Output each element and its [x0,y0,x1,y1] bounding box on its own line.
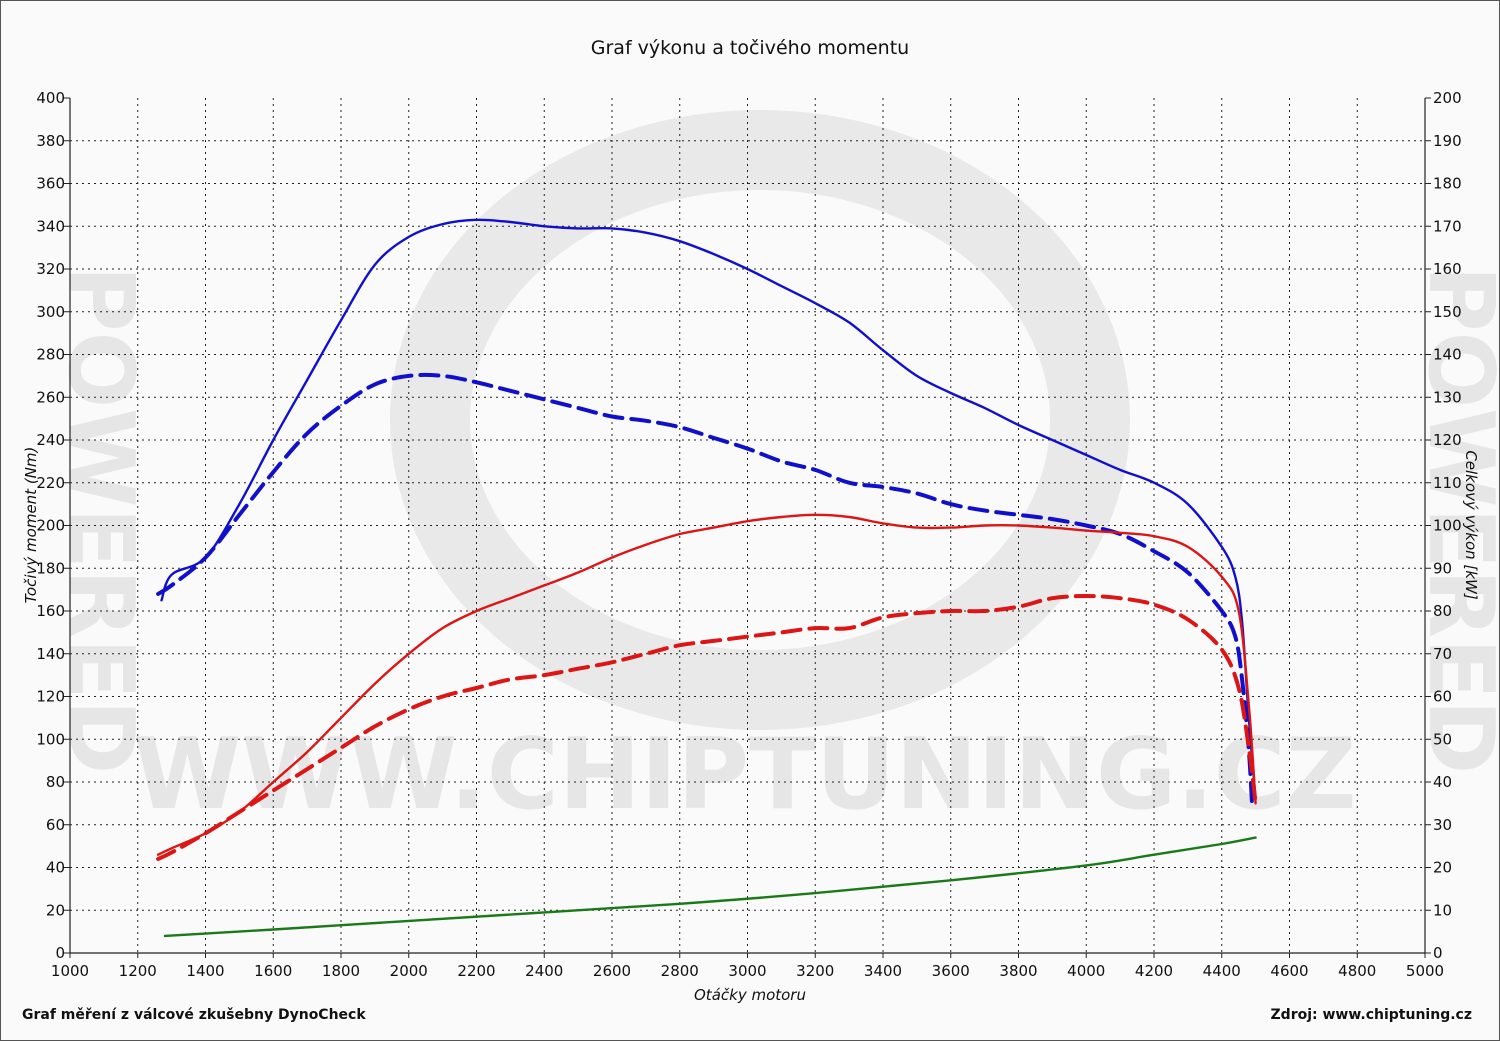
grid [70,98,1425,953]
y-tick-label-right: 70 [1433,645,1452,663]
series-group [156,218,1258,938]
y-tick-label-right: 130 [1433,388,1462,406]
x-tick-label: 1000 [51,962,89,980]
series-line-5 [163,836,1257,938]
y-tick-label-right: 170 [1433,217,1462,235]
y-tick-label-right: 90 [1433,559,1452,577]
x-tick-label: 4000 [1067,962,1105,980]
y-tick-label-right: 80 [1433,602,1452,620]
y-tick-label-right: 50 [1433,730,1452,748]
x-tick-label: 4600 [1270,962,1308,980]
y-tick-label-right: 40 [1433,773,1452,791]
axes [64,97,1431,958]
x-tick-label: 4800 [1338,962,1376,980]
x-tick-label: 1200 [119,962,157,980]
y-tick-label-left: 60 [46,816,65,834]
y-tick-label-right: 100 [1433,517,1462,535]
y-tick-label-left: 360 [36,175,65,193]
x-tick-label: 1600 [254,962,292,980]
y-tick-label-left: 260 [36,388,65,406]
y-tick-label-right: 120 [1433,431,1462,449]
x-tick-label: 1400 [186,962,224,980]
y-tick-label-left: 0 [55,944,65,962]
y-tick-label-left: 140 [36,645,65,663]
y-tick-label-right: 60 [1433,688,1452,706]
y-tick-label-left: 400 [36,89,65,107]
y-axis-label-right: Celkový výkon [kW] [1462,450,1480,600]
y-tick-label-left: 300 [36,303,65,321]
y-tick-label-left: 180 [36,559,65,577]
y-tick-label-left: 220 [36,474,65,492]
y-tick-label-right: 190 [1433,132,1462,150]
series-line-1 [160,218,1257,801]
watermark: WWW.CHIPTUNING.CZ POWERED POWERED [48,110,1500,832]
watermark-side-right: POWERED [1408,266,1500,775]
y-tick-label-right: 20 [1433,859,1452,877]
y-tick-label-right: 30 [1433,816,1452,834]
footer-right: Zdroj: www.chiptuning.cz [1271,1007,1472,1023]
x-tick-label: 3400 [864,962,902,980]
x-tick-label: 2400 [525,962,563,980]
watermark-url: WWW.CHIPTUNING.CZ [133,718,1356,832]
x-tick-label: 3800 [999,962,1037,980]
y-tick-label-right: 180 [1433,175,1462,193]
x-tick-label: 2800 [661,962,699,980]
y-tick-label-right: 200 [1433,89,1462,107]
y-tick-label-right: 150 [1433,303,1462,321]
y-tick-label-left: 280 [36,346,65,364]
x-tick-label: 1800 [322,962,360,980]
y-tick-label-left: 40 [46,859,65,877]
y-tick-label-right: 110 [1433,474,1462,492]
y-tick-label-left: 100 [36,730,65,748]
watermark-logo [390,110,1130,730]
y-tick-label-left: 80 [46,773,65,791]
y-tick-label-right: 0 [1433,944,1443,962]
x-tick-label: 2000 [390,962,428,980]
x-tick-label: 2200 [457,962,495,980]
x-axis-label: Otáčky motoru [694,986,806,1004]
y-axis-label-left: Točivý moment (Nm) [22,447,40,604]
y-tick-label-left: 340 [36,217,65,235]
y-tick-label-right: 140 [1433,346,1462,364]
watermark-side-left: POWERED [48,266,153,775]
y-tick-label-left: 240 [36,431,65,449]
y-tick-label-left: 380 [36,132,65,150]
y-tick-label-left: 20 [46,901,65,919]
y-tick-label-left: 160 [36,602,65,620]
x-tick-label: 5000 [1406,962,1444,980]
x-tick-label: 3000 [728,962,766,980]
y-tick-label-left: 320 [36,260,65,278]
series-line-2 [156,372,1255,810]
series-line-3 [156,513,1257,856]
x-tick-label: 4400 [1203,962,1241,980]
x-tick-label: 3200 [796,962,834,980]
chart-title: Graf výkonu a točivého momentu [591,37,909,59]
y-tick-label-left: 120 [36,688,65,706]
x-tick-label: 3600 [932,962,970,980]
x-tick-label: 2600 [593,962,631,980]
x-tick-label: 4200 [1135,962,1173,980]
footer-left: Graf měření z válcové zkušebny DynoCheck [22,1007,366,1023]
y-tick-label-right: 10 [1433,901,1452,919]
y-tick-label-right: 160 [1433,260,1462,278]
series-line-4 [156,594,1258,861]
y-tick-label-left: 200 [36,517,65,535]
tick-labels: 1000 1200 1400 1600 1800 2000 2200 2400 2600 2800… [36,89,1461,980]
